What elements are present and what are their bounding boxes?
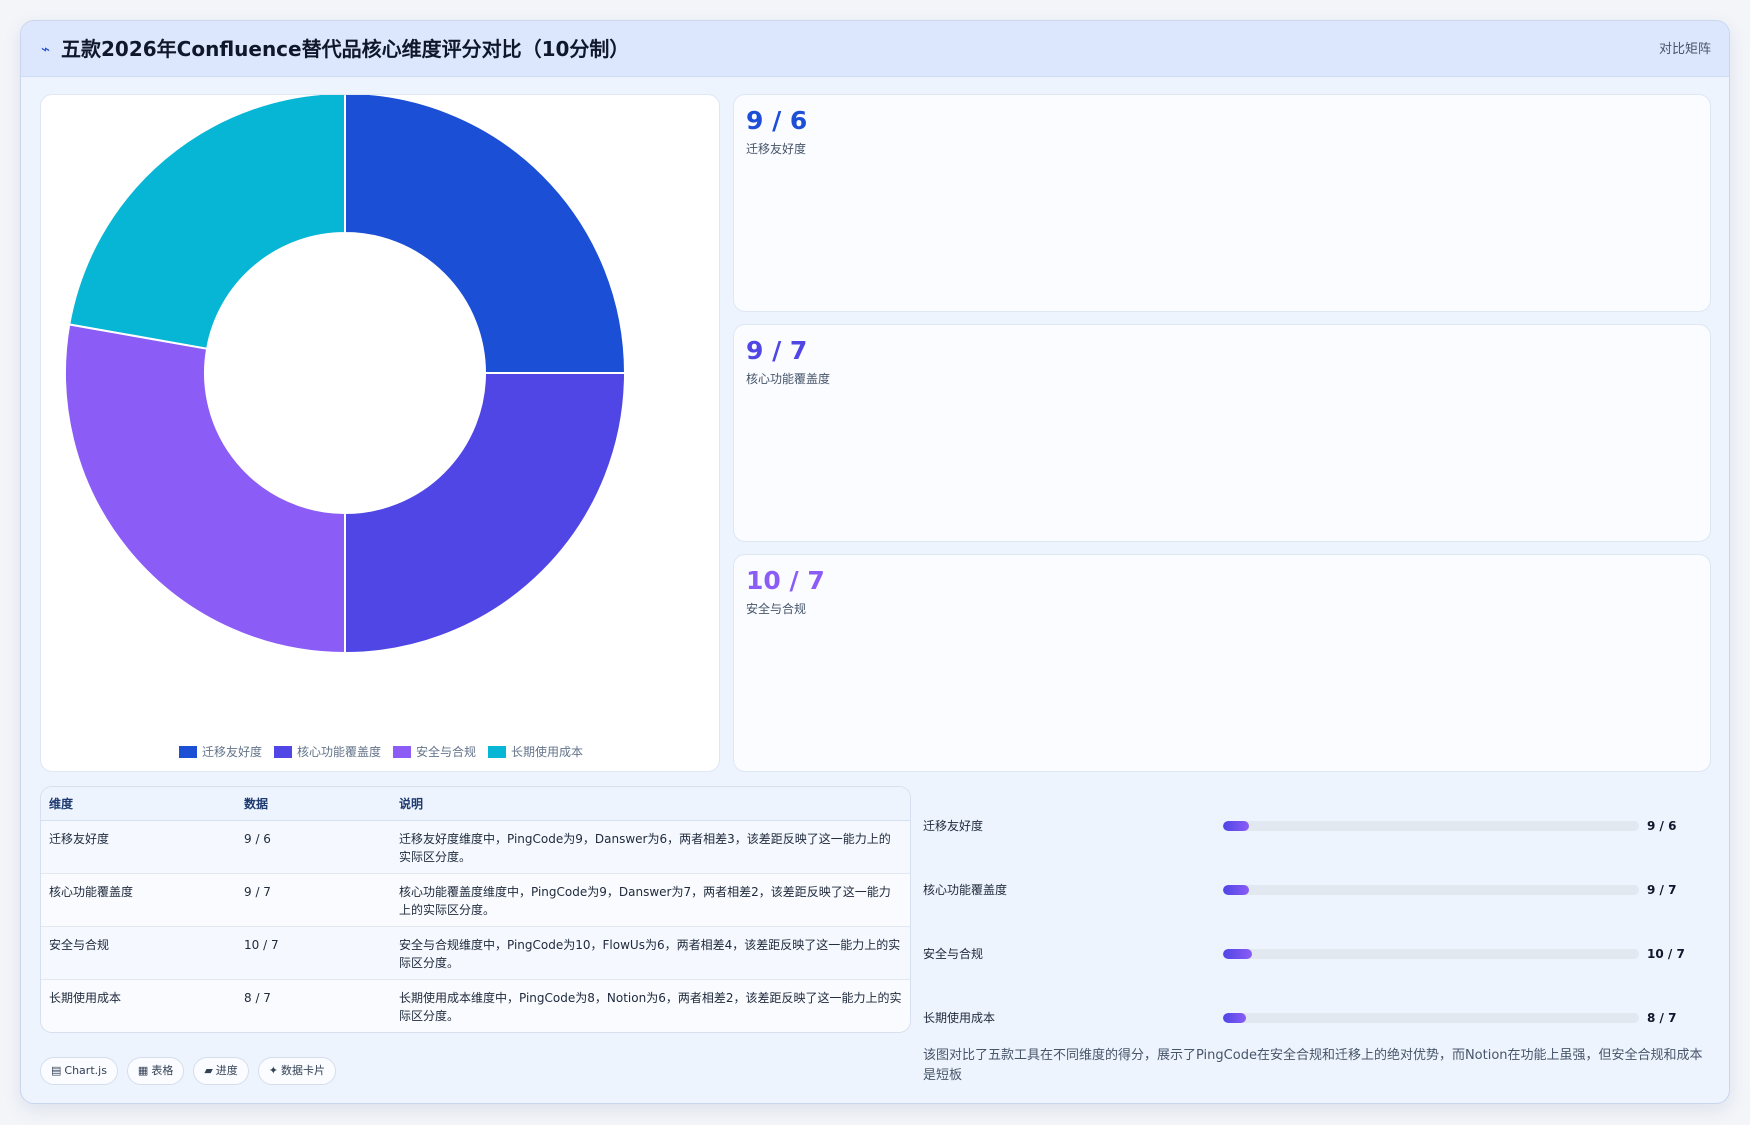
doughnut-slice-1[interactable] bbox=[344, 95, 627, 374]
table-cell: 核心功能覆盖度维度中，PingCode为9，Danswer为7，两者相差2，该差… bbox=[391, 873, 910, 927]
legend-item[interactable]: 迁移友好度 bbox=[178, 743, 262, 761]
table-cell: 8 / 7 bbox=[236, 979, 391, 1032]
legend-swatch bbox=[273, 746, 292, 758]
progress-fill bbox=[1223, 821, 1250, 831]
chip-label: 进度 bbox=[215, 1064, 238, 1077]
table-row: 长期使用成本 8 / 7 长期使用成本维度中，PingCode为8，Notion… bbox=[41, 979, 910, 1032]
chip-chartjs[interactable]: ▤ Chart.js bbox=[40, 1057, 118, 1085]
chart-description: 该图对比了五款工具在不同维度的得分，展示了PingCode在安全合规和迁移上的绝… bbox=[923, 1048, 1703, 1083]
progress-value: 8 / 7 bbox=[1647, 1011, 1677, 1025]
progress-value: 9 / 7 bbox=[1647, 883, 1677, 897]
page-title: 五款2026年Confluence替代品核心维度评分对比（10分制） bbox=[61, 37, 630, 61]
stat-value: 9 / 6 bbox=[746, 106, 808, 135]
chip-data-card[interactable]: ✦ 数据卡片 bbox=[257, 1057, 337, 1085]
chip-label: 表格 bbox=[151, 1064, 174, 1077]
table-header-row: 维度 数据 说明 bbox=[41, 787, 910, 821]
panel-header: ⌁ 五款2026年Confluence替代品核心维度评分对比（10分制） 对比矩… bbox=[21, 21, 1729, 77]
stat-value: 9 / 7 bbox=[746, 336, 808, 365]
chart-line-icon: ⌁ bbox=[41, 40, 51, 58]
progress-label: 长期使用成本 bbox=[923, 1011, 996, 1025]
stat-card: 9 / 6 迁移友好度 bbox=[733, 94, 1711, 312]
progress-fill bbox=[1223, 949, 1253, 959]
progress-row: 迁移友好度 9 / 6 bbox=[923, 815, 1713, 837]
stat-label: 核心功能覆盖度 bbox=[746, 372, 831, 386]
progress-value: 10 / 7 bbox=[1647, 947, 1685, 961]
progress-track bbox=[1223, 949, 1639, 959]
card-icon: ✦ bbox=[268, 1064, 279, 1077]
chip-table[interactable]: ▦ 表格 bbox=[126, 1057, 185, 1085]
column-header-data: 数据 bbox=[236, 787, 391, 821]
legend-label: 核心功能覆盖度 bbox=[296, 745, 381, 759]
table-row: 核心功能覆盖度 9 / 7 核心功能覆盖度维度中，PingCode为9，Dans… bbox=[41, 873, 910, 927]
table-cell: 10 / 7 bbox=[236, 926, 391, 980]
tech-chips: ▤ Chart.js ▦ 表格 ▰ 进度 ✦ 数据卡片 bbox=[40, 1057, 337, 1085]
chip-label: Chart.js bbox=[64, 1064, 107, 1077]
column-header-dimension: 维度 bbox=[41, 787, 236, 821]
chip-progress[interactable]: ▰ 进度 bbox=[193, 1057, 249, 1085]
progress-label: 安全与合规 bbox=[923, 947, 984, 961]
table-cell: 9 / 7 bbox=[236, 873, 391, 927]
doughnut-slice-3[interactable] bbox=[64, 323, 346, 655]
data-table-card: 维度 数据 说明 迁移友好度 9 / 6 迁移友好度维度中，PingCode为9… bbox=[40, 786, 911, 1033]
table-icon: ▦ bbox=[137, 1064, 149, 1077]
progress-value: 9 / 6 bbox=[1647, 819, 1677, 833]
progress-icon: ▰ bbox=[204, 1064, 213, 1077]
chart-legend: 迁移友好度 核心功能覆盖度 安全与合规 长期使用成本 bbox=[41, 743, 721, 761]
progress-track bbox=[1223, 1013, 1639, 1023]
legend-item[interactable]: 长期使用成本 bbox=[488, 743, 583, 761]
doughnut-slice-4[interactable] bbox=[68, 95, 346, 350]
stat-card: 10 / 7 安全与合规 bbox=[733, 554, 1711, 772]
legend-item[interactable]: 核心功能覆盖度 bbox=[273, 743, 381, 761]
progress-fill bbox=[1223, 885, 1250, 895]
progress-row: 核心功能覆盖度 9 / 7 bbox=[923, 879, 1713, 901]
table-cell: 安全与合规 bbox=[41, 926, 236, 980]
legend-label: 安全与合规 bbox=[416, 745, 477, 759]
legend-swatch bbox=[393, 746, 411, 758]
dashboard-panel: ⌁ 五款2026年Confluence替代品核心维度评分对比（10分制） 对比矩… bbox=[20, 20, 1730, 1104]
legend-label: 长期使用成本 bbox=[511, 745, 584, 759]
header-tag: 对比矩阵 bbox=[1658, 42, 1711, 57]
progress-list: 迁移友好度 9 / 6 核心功能覆盖度 9 / 7 安全与合规 10 / 7 长… bbox=[923, 786, 1713, 1048]
table-cell: 安全与合规维度中，PingCode为10，FlowUs为6，两者相差4，该差距反… bbox=[391, 926, 910, 980]
legend-label: 迁移友好度 bbox=[201, 745, 262, 759]
stat-label: 迁移友好度 bbox=[746, 142, 807, 156]
progress-label: 迁移友好度 bbox=[923, 819, 984, 833]
legend-swatch bbox=[488, 746, 507, 758]
doughnut-chart-card: 迁移友好度 核心功能覆盖度 安全与合规 长期使用成本 bbox=[40, 94, 720, 772]
progress-fill bbox=[1223, 1013, 1247, 1023]
progress-track bbox=[1223, 885, 1639, 895]
doughnut-chart bbox=[64, 95, 627, 655]
legend-swatch bbox=[178, 746, 197, 758]
table-row: 安全与合规 10 / 7 安全与合规维度中，PingCode为10，FlowUs… bbox=[41, 926, 910, 980]
progress-row: 长期使用成本 8 / 7 bbox=[923, 1007, 1713, 1029]
stat-value: 10 / 7 bbox=[746, 566, 825, 595]
chart-icon: ▤ bbox=[51, 1064, 62, 1077]
table-cell: 迁移友好度 bbox=[41, 820, 236, 874]
progress-label: 核心功能覆盖度 bbox=[923, 883, 1008, 897]
table-cell: 长期使用成本维度中，PingCode为8，Notion为6，两者相差2，该差距反… bbox=[391, 979, 910, 1032]
table-row: 迁移友好度 9 / 6 迁移友好度维度中，PingCode为9，Danswer为… bbox=[41, 820, 910, 874]
progress-row: 安全与合规 10 / 7 bbox=[923, 943, 1713, 965]
stat-label: 安全与合规 bbox=[746, 602, 807, 616]
table-cell: 迁移友好度维度中，PingCode为9，Danswer为6，两者相差3，该差距反… bbox=[391, 820, 910, 874]
chip-label: 数据卡片 bbox=[281, 1064, 326, 1077]
column-header-description: 说明 bbox=[391, 787, 910, 821]
table-cell: 核心功能覆盖度 bbox=[41, 873, 236, 927]
table-cell: 长期使用成本 bbox=[41, 979, 236, 1032]
table-cell: 9 / 6 bbox=[236, 820, 391, 874]
progress-track bbox=[1223, 821, 1639, 831]
doughnut-slice-2[interactable] bbox=[344, 372, 627, 655]
stat-card: 9 / 7 核心功能覆盖度 bbox=[733, 324, 1711, 542]
data-table: 维度 数据 说明 迁移友好度 9 / 6 迁移友好度维度中，PingCode为9… bbox=[41, 787, 910, 1032]
legend-item[interactable]: 安全与合规 bbox=[393, 743, 476, 761]
